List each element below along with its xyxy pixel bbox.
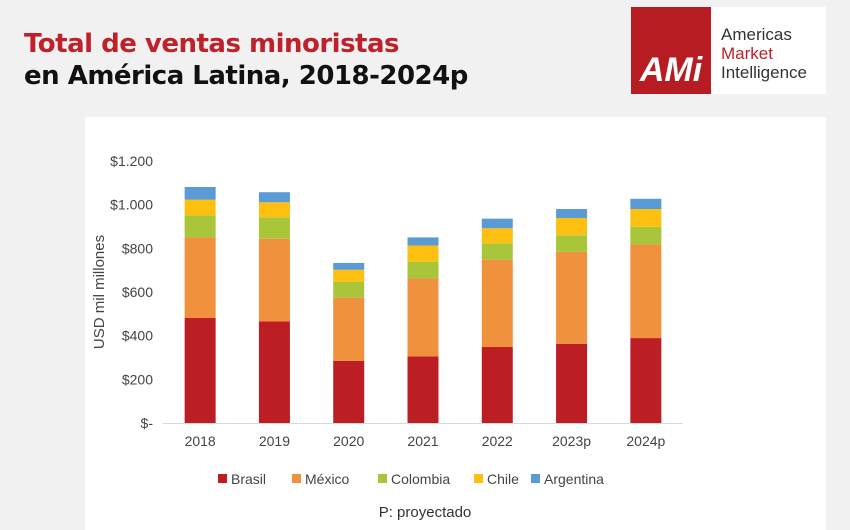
bar-segment-brasil	[556, 343, 588, 423]
footnote: P: proyectado	[378, 504, 472, 521]
bar-segment-méxico	[407, 278, 439, 357]
bar-segment-argentina	[556, 209, 588, 218]
x-tick-label: 2022	[482, 433, 513, 449]
bar-segment-argentina	[481, 218, 513, 229]
legend-label: Chile	[487, 471, 519, 487]
bar-segment-colombia	[481, 243, 513, 260]
legend-swatch-colombia	[378, 474, 387, 483]
legend-label: Colombia	[391, 471, 450, 487]
bar-segment-chile	[630, 209, 662, 227]
legend-swatch-méxico	[292, 474, 301, 483]
bar-segment-méxico	[333, 297, 365, 361]
y-tick-label: $1.200	[110, 153, 153, 169]
y-axis-label: USD mil millones	[91, 235, 108, 349]
bar-segment-méxico	[184, 237, 216, 318]
bar-segment-chile	[184, 199, 216, 216]
bar-segment-argentina	[184, 186, 216, 200]
bar-segment-brasil	[630, 338, 662, 423]
y-tick-label: $800	[122, 240, 153, 256]
bar-segment-brasil	[184, 317, 216, 423]
x-tick-label: 2023p	[552, 433, 591, 449]
bar-segment-brasil	[481, 347, 513, 423]
bar-segment-argentina	[258, 192, 290, 203]
bar-segment-chile	[407, 245, 439, 262]
bar-segment-colombia	[407, 261, 439, 279]
title-line-1: Total de ventas minoristas	[24, 29, 400, 59]
legend-swatch-argentina	[531, 474, 540, 483]
bar-segment-argentina	[333, 262, 365, 270]
logo-line-2: Market	[721, 44, 773, 63]
x-tick-label: 2018	[185, 433, 216, 449]
bar-segment-chile	[481, 228, 513, 244]
x-tick-label: 2019	[259, 433, 290, 449]
logo-line-3: Intelligence	[721, 63, 808, 82]
logo-line-1: Americas	[721, 25, 792, 44]
x-tick-label: 2021	[407, 433, 438, 449]
bar-segment-colombia	[333, 281, 365, 298]
x-tick-label: 2020	[333, 433, 364, 449]
bar-segment-méxico	[630, 244, 662, 339]
legend-label: México	[305, 471, 350, 487]
bar-segment-chile	[258, 202, 290, 218]
y-tick-label: $-	[141, 415, 154, 431]
legend-swatch-chile	[474, 474, 483, 483]
legend-label: Argentina	[544, 471, 604, 487]
bar-segment-colombia	[258, 217, 290, 239]
y-tick-label: $200	[122, 371, 153, 387]
x-tick-label: 2024p	[626, 433, 665, 449]
bar-segment-argentina	[407, 237, 439, 246]
bar-segment-chile	[333, 269, 365, 282]
bar-segment-brasil	[258, 321, 290, 423]
y-tick-label: $600	[122, 284, 153, 300]
bar-segment-brasil	[407, 356, 439, 423]
logo-mark: AMi	[631, 7, 711, 94]
bar-segment-méxico	[556, 251, 588, 344]
bar-segment-méxico	[258, 238, 290, 322]
title-line-2: en América Latina, 2018-2024p	[24, 61, 468, 91]
bar-segment-chile	[556, 217, 588, 236]
chart-title: Total de ventas minoristas en América La…	[24, 28, 468, 92]
ami-logo: AMi Americas Market Intelligence	[631, 7, 826, 94]
bar-segment-colombia	[630, 226, 662, 245]
legend-label: Brasil	[231, 471, 266, 487]
y-tick-label: $400	[122, 328, 153, 344]
bar-segment-argentina	[630, 198, 662, 210]
bar-segment-colombia	[184, 215, 216, 238]
bar-segment-colombia	[556, 235, 588, 252]
bar-segment-méxico	[481, 259, 513, 348]
bar-segment-brasil	[333, 360, 365, 423]
legend-swatch-brasil	[218, 474, 227, 483]
y-tick-label: $1.000	[110, 197, 153, 213]
